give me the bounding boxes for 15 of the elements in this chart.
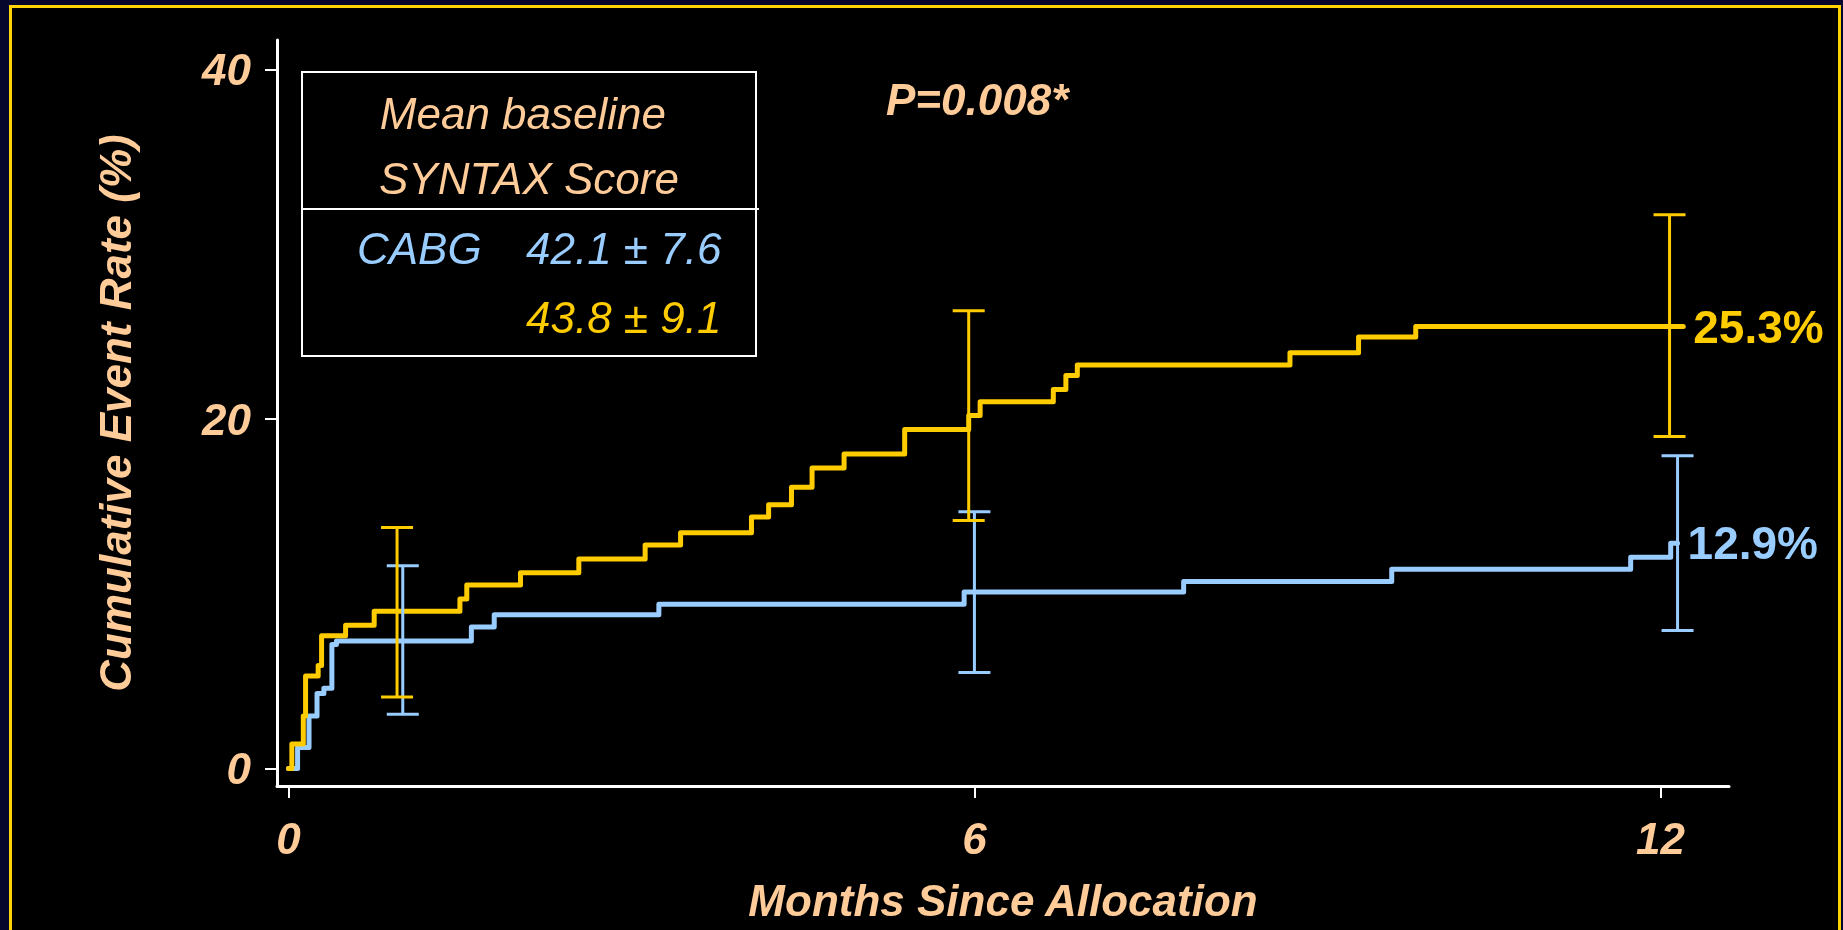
- y-tick-label: 0: [226, 744, 252, 794]
- annotation: 43.8 ± 9.1: [526, 292, 722, 342]
- x-tick-label: 0: [276, 813, 302, 863]
- y-tick-label: 20: [201, 394, 252, 444]
- x-axis-title: Months Since Allocation: [748, 875, 1258, 925]
- x-tick-label: 6: [962, 813, 988, 863]
- y-axis-title: Cumulative Event Rate (%): [90, 134, 140, 692]
- text: CABG: [357, 223, 482, 273]
- data-label: 12.9%: [1687, 517, 1818, 570]
- data-label: 25.3%: [1693, 300, 1824, 353]
- annotation: P=0.008*: [886, 74, 1071, 124]
- x-tick-label: 12: [1635, 813, 1686, 863]
- y-tick-label: 40: [201, 45, 252, 95]
- legend-title: Mean baseline SYNTAX Score: [379, 89, 679, 203]
- annotation: 42.1 ± 7.6: [526, 223, 722, 273]
